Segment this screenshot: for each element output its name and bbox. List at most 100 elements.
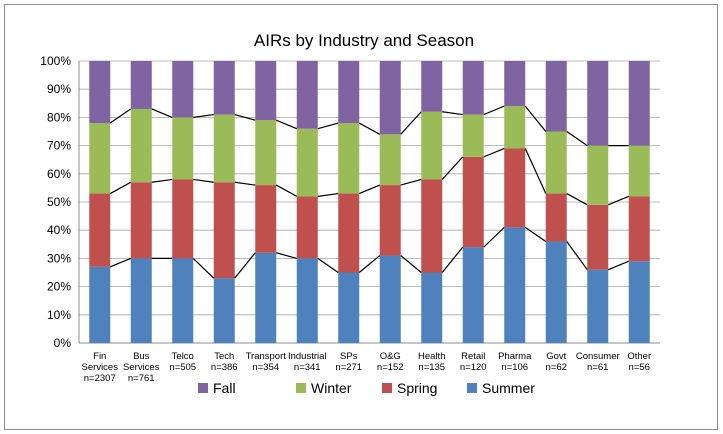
y-tick-label: 40% [47,223,71,237]
bar-fall [504,61,526,107]
bar-spring [504,148,526,228]
series-line [442,111,463,116]
x-tick-label-line: Telco [172,351,194,362]
bar-spring [296,196,318,259]
y-tick-label: 0% [54,336,72,350]
bar-fall [130,61,152,109]
legend-label: Spring [397,380,437,396]
x-tick-label-line: Bus [133,351,150,362]
x-tick-label-line: Retail [461,351,485,362]
series-line [358,255,381,273]
gridlines [78,60,660,344]
series-line [566,131,588,147]
series-line [193,178,214,183]
bar-fall [255,61,277,121]
bar-winter [89,123,111,194]
series-line [110,257,131,268]
bar-spring [421,179,443,273]
bar-spring [255,185,277,253]
bar-summer [462,247,484,343]
x-tick-label-line: n=56 [629,362,650,373]
bar-fall [628,61,650,146]
bar-winter [587,145,609,205]
bar-fall [587,61,609,146]
bar-winter [338,123,360,194]
bar-spring [130,182,152,259]
series-line [441,156,464,180]
series-line [276,119,297,130]
legend-swatch [296,383,306,393]
y-tick-label: 10% [47,308,71,322]
x-tick-label-line: n=61 [587,362,608,373]
bar-winter [296,128,318,197]
bar-summer [379,255,401,343]
bar-summer [296,258,318,343]
x-tick-label-line: Other [627,351,651,362]
x-tick-label-line: n=2307 [84,373,116,384]
x-tick-label: O&Gn=152 [377,351,404,373]
bar-winter [628,145,650,197]
series-line [400,255,422,273]
series-line [275,184,298,197]
bar-winter [213,114,235,183]
bar-fall [338,61,360,124]
bar-fall [545,61,567,132]
x-tick-label-line: n=152 [377,362,404,373]
series-line [524,105,547,132]
series-line [234,181,256,186]
bar-winter [545,131,567,194]
connector-lines [109,105,629,279]
series-line [193,113,214,118]
y-tick-label: 20% [47,280,71,294]
x-tick-label-line: n=106 [501,362,528,373]
series-line [524,226,547,242]
series-line [608,260,629,271]
series-line [400,111,422,135]
y-tick-label: 90% [47,82,71,96]
y-tick-label: 70% [47,139,71,153]
series-line [483,226,505,248]
bar-summer [587,269,609,343]
bar-spring [587,204,609,270]
bar-spring [89,193,111,267]
series-line [566,193,588,206]
x-tick-label-line: Services [123,362,160,373]
bar-fall [296,61,318,129]
series-line [234,114,256,121]
y-tick-label: 60% [47,167,71,181]
legend-item-fall: Fall [198,380,236,396]
legend-swatch [382,383,392,393]
y-tick-label: 80% [47,110,71,124]
series-line [234,252,256,279]
bar-spring [172,179,194,259]
series-line [441,246,464,273]
x-tick-label-line: Health [418,351,445,362]
x-tick-label-line: Govt [546,351,566,362]
chart-title: AIRs by Industry and Season [254,31,474,50]
series-line [317,192,339,197]
legend-label: Winter [311,380,352,396]
series-line [109,181,132,195]
legend-swatch [198,383,208,393]
bar-winter [421,111,443,180]
bar-summer [255,252,277,343]
bar-fall [462,61,484,115]
series-line [359,184,380,195]
x-tick-label-line: Pharma [498,351,532,362]
x-tick-label-line: n=120 [460,362,487,373]
legend-item-winter: Winter [296,380,352,396]
bar-summer [130,258,152,343]
bar-spring [338,193,360,273]
legend-label: Fall [213,380,236,396]
series-line [358,122,381,135]
y-axis-ticks: 0% 10% 20% 30% 40% 50% 60% 70% 80% 90% 100% [40,54,71,350]
series-line [151,178,173,183]
y-tick-label: 100% [40,54,71,68]
bar-spring [213,182,235,279]
